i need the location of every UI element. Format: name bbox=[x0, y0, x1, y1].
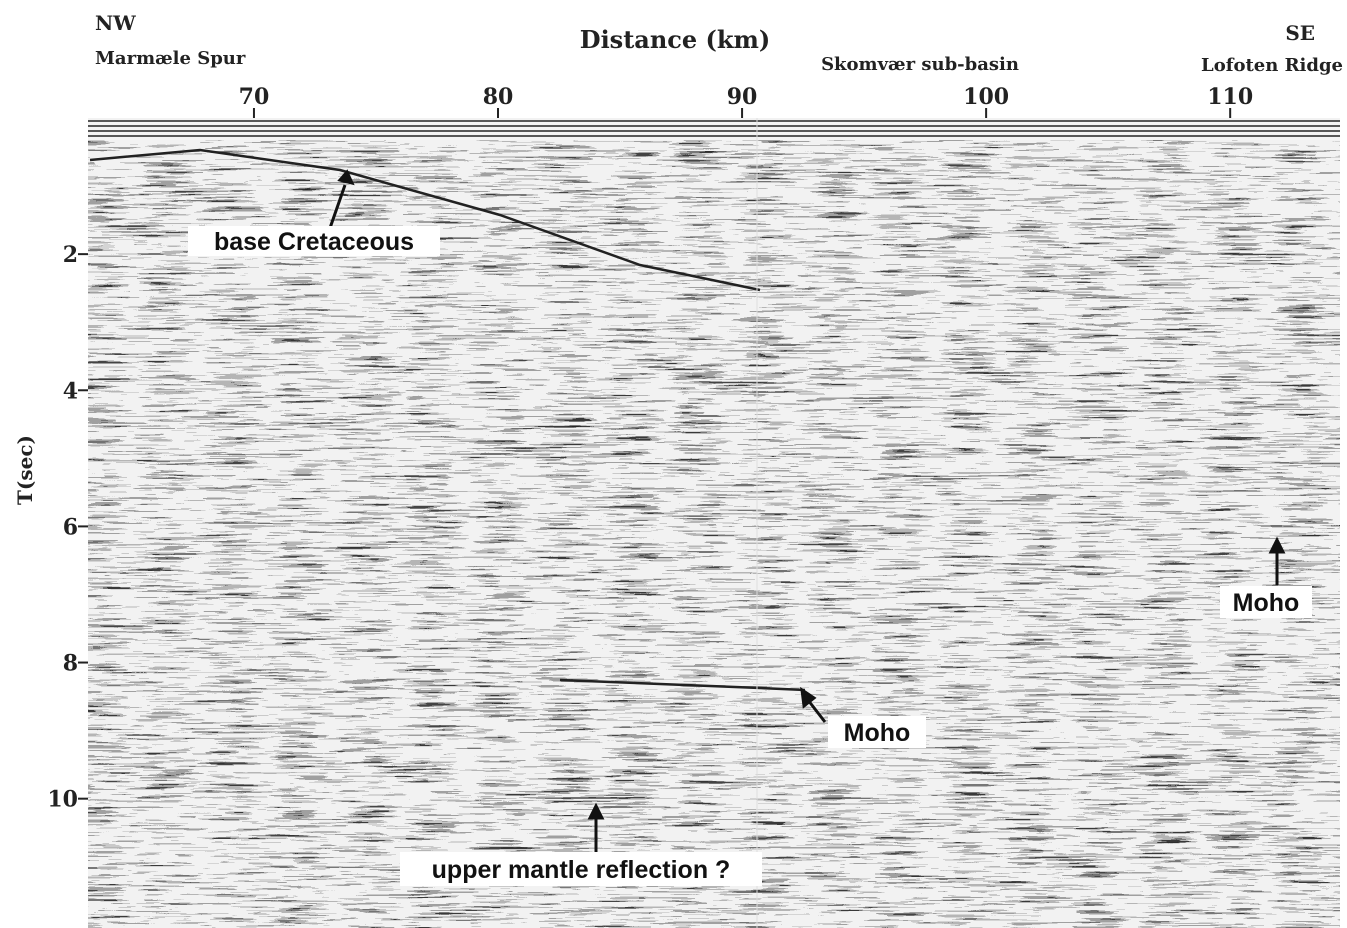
x-tick-label: 70 bbox=[239, 84, 270, 110]
x-tick-label: 80 bbox=[483, 84, 514, 110]
x-axis-title: Distance (km) bbox=[580, 25, 771, 54]
place-label: Lofoten Ridge bbox=[1201, 55, 1343, 76]
y-tick-label: 6 bbox=[63, 514, 78, 540]
annotation: Moho bbox=[844, 719, 911, 747]
nw-label: NW bbox=[95, 11, 136, 35]
y-tick-label: 4 bbox=[63, 378, 78, 404]
y-tick-label: 8 bbox=[63, 651, 78, 677]
y-axis-title: T(sec) bbox=[13, 435, 37, 505]
x-tick-label: 90 bbox=[727, 84, 758, 110]
annotation: upper mantle reflection ? bbox=[432, 856, 731, 884]
se-label: SE bbox=[1285, 21, 1315, 45]
x-tick-label: 110 bbox=[1207, 84, 1253, 110]
x-tick-label: 100 bbox=[963, 84, 1009, 110]
place-label: Skomvær sub-basin bbox=[821, 54, 1019, 75]
figure: NW Marmæle Spur Distance (km) Skomvær su… bbox=[0, 0, 1347, 928]
y-tick-label: 10 bbox=[47, 787, 78, 813]
y-tick-label: 2 bbox=[63, 242, 78, 268]
place-label: Marmæle Spur bbox=[95, 48, 246, 69]
annotation: Moho bbox=[1233, 589, 1300, 617]
annotation: base Cretaceous bbox=[214, 228, 414, 256]
